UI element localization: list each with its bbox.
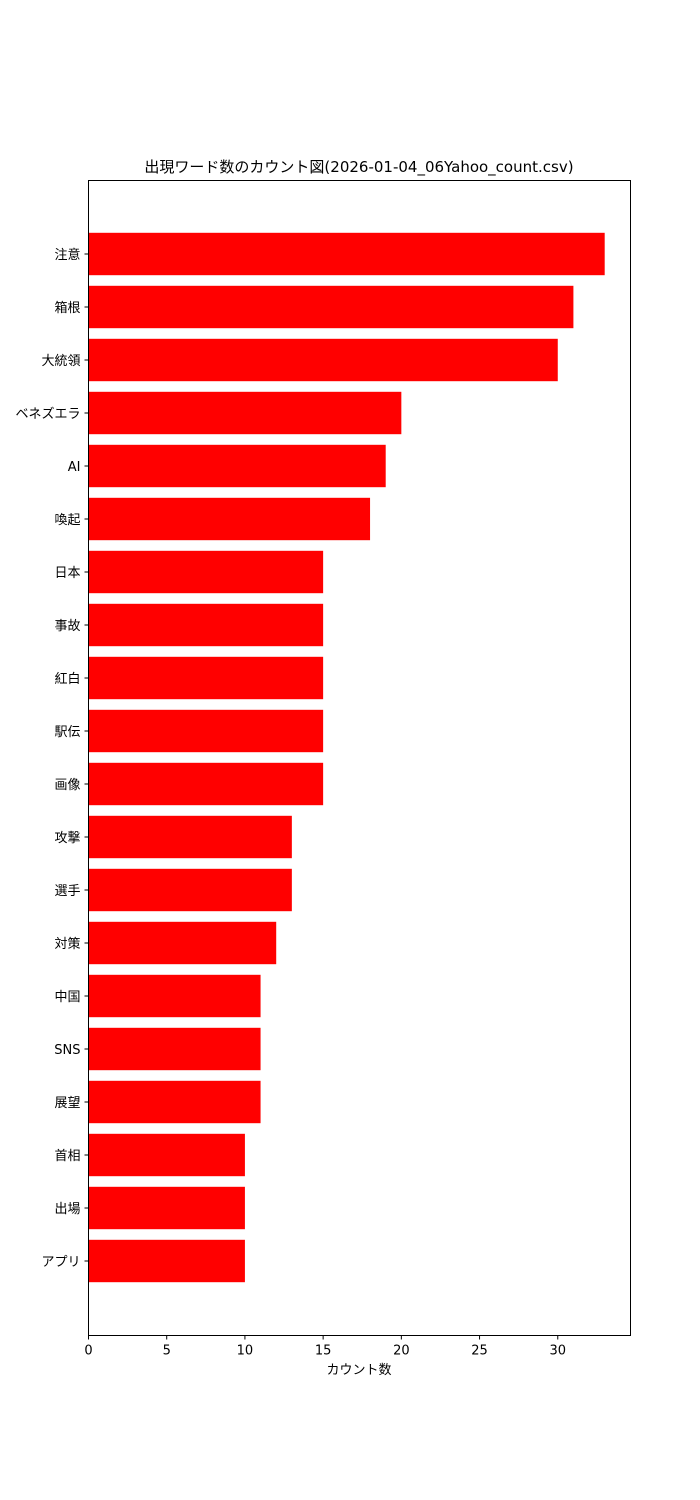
x-tick-label: 25 bbox=[471, 1344, 488, 1359]
bar bbox=[88, 815, 292, 859]
y-tick-label: 喚起 bbox=[54, 513, 80, 528]
y-tick-label: 首相 bbox=[54, 1149, 80, 1164]
y-tick-label: 攻撃 bbox=[54, 830, 80, 846]
y-tick-label: 注意 bbox=[54, 247, 80, 263]
x-tick-label: 20 bbox=[393, 1344, 410, 1359]
y-tick-label: AI bbox=[68, 460, 81, 475]
y-tick-label: SNS bbox=[54, 1043, 80, 1058]
bar bbox=[88, 1239, 245, 1283]
y-tick-label: 事故 bbox=[54, 619, 80, 634]
x-tick-label: 15 bbox=[315, 1344, 332, 1359]
x-tick-label: 5 bbox=[163, 1344, 171, 1359]
y-tick-label: 日本 bbox=[54, 566, 80, 581]
y-tick-label: 対策 bbox=[54, 936, 80, 952]
x-tick-label: 30 bbox=[549, 1344, 566, 1359]
x-axis-label: カウント数 bbox=[326, 1363, 391, 1378]
bar bbox=[88, 232, 605, 276]
bar bbox=[88, 338, 558, 382]
y-tick-label: ベネズエラ bbox=[15, 406, 80, 422]
bar bbox=[88, 444, 386, 488]
bar bbox=[88, 868, 292, 912]
bar bbox=[88, 550, 324, 594]
y-tick-label: 出場 bbox=[54, 1202, 80, 1217]
bar bbox=[88, 285, 574, 329]
x-tick-label: 0 bbox=[84, 1344, 92, 1359]
bar bbox=[88, 709, 324, 753]
y-tick-label: 駅伝 bbox=[54, 725, 80, 740]
y-tick-label: 展望 bbox=[54, 1095, 80, 1111]
bar bbox=[88, 921, 277, 965]
axes-frame bbox=[88, 180, 631, 1336]
bar bbox=[88, 1080, 261, 1124]
y-tick-label: 画像 bbox=[54, 778, 80, 793]
bar bbox=[88, 1133, 245, 1177]
bar bbox=[88, 1027, 261, 1071]
y-tick-label: 箱根 bbox=[54, 300, 80, 316]
chart-title: 出現ワード数のカウント図(2026-01-04_06Yahoo_count.cs… bbox=[144, 158, 573, 177]
bar bbox=[88, 391, 402, 435]
y-tick-label: 大統領 bbox=[41, 353, 80, 369]
y-tick-label: 紅白 bbox=[54, 671, 80, 687]
y-tick-label: 選手 bbox=[54, 884, 80, 899]
bar bbox=[88, 974, 261, 1018]
x-tick-label: 10 bbox=[237, 1344, 254, 1359]
y-tick-label: 中国 bbox=[54, 990, 80, 1005]
bar bbox=[88, 1186, 245, 1230]
y-tick-label: アプリ bbox=[41, 1255, 80, 1270]
bar bbox=[88, 762, 324, 806]
bar bbox=[88, 497, 371, 541]
bar bbox=[88, 656, 324, 700]
bar bbox=[88, 603, 324, 647]
